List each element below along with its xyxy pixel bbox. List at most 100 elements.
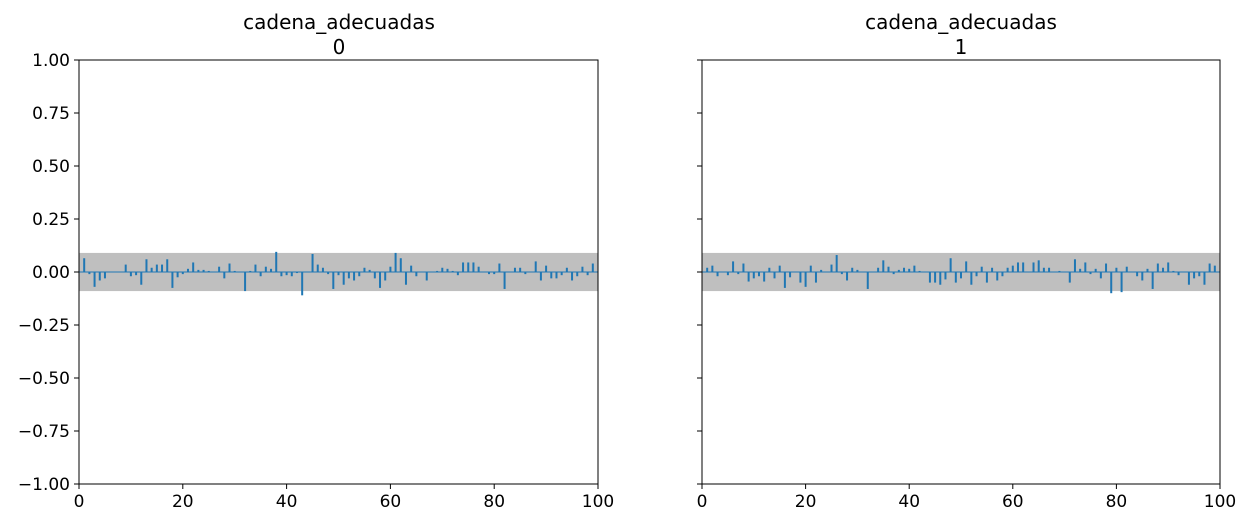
y-tick-label: 0.50 [32, 157, 70, 177]
acf-bar [814, 272, 817, 283]
acf-bar [928, 272, 931, 283]
acf-bar [451, 270, 454, 272]
acf-bar [721, 272, 724, 273]
acf-bar [368, 269, 371, 272]
acf-bar [534, 261, 537, 272]
panel-title: cadena_adecuadas [865, 10, 1057, 34]
acf-bar [327, 272, 330, 275]
acf-bar [1167, 262, 1170, 272]
acf-bar [332, 272, 335, 289]
acf-bar [337, 272, 340, 276]
acf-bar [871, 272, 874, 273]
acf-bar [124, 264, 127, 272]
x-tick-label: 60 [1002, 492, 1024, 512]
acf-bar [539, 272, 542, 281]
acf-bar [980, 266, 983, 272]
acf-bar [799, 272, 802, 283]
acf-bar [197, 269, 200, 272]
acf-bar [488, 272, 491, 275]
acf-bar [1105, 263, 1108, 272]
acf-bar [1146, 268, 1149, 272]
acf-bar [939, 272, 942, 285]
acf-bar [321, 267, 324, 272]
acf-bar [129, 272, 132, 277]
acf-bar [591, 263, 594, 272]
acf-bar [835, 255, 838, 272]
panel-subtitle: 1 [955, 35, 968, 59]
acf-bar [913, 265, 916, 272]
x-tick-label: 20 [172, 492, 194, 512]
acf-bar [244, 272, 247, 292]
acf-bar [347, 272, 350, 279]
x-tick-label: 80 [1106, 492, 1128, 512]
acf-bar [472, 262, 475, 272]
acf-bar [944, 272, 947, 280]
acf-bar [1203, 272, 1206, 285]
acf-bar [1151, 272, 1154, 289]
acf-bar [1156, 263, 1159, 272]
acf-bar [560, 272, 563, 276]
acf-panel-chain-1: cadena_adecuadas 1 0 20 40 60 80 100 [697, 10, 1237, 512]
acf-bar [415, 272, 418, 277]
acf-bar [825, 272, 828, 273]
x-tick-label: 40 [898, 492, 920, 512]
acf-bar [254, 264, 257, 272]
acf-bar [840, 272, 843, 275]
acf-bar [519, 267, 522, 272]
acf-bar [410, 265, 413, 272]
acf-bar [1099, 272, 1102, 279]
acf-bar [1001, 272, 1004, 277]
acf-bar [524, 272, 527, 275]
acf-bar [726, 272, 729, 276]
acf-bar [1011, 265, 1014, 272]
acf-bar [846, 272, 849, 281]
acf-bar [737, 272, 740, 275]
acf-bar [778, 265, 781, 272]
y-axis: 1.00 0.75 0.50 0.25 0.00 −0.25 −0.50 −0.75 −1.00 [18, 51, 79, 495]
acf-bar [861, 272, 864, 273]
acf-bar [155, 264, 158, 272]
acf-bar [1073, 259, 1076, 272]
acf-bar [1037, 260, 1040, 272]
acf-bar [503, 272, 506, 289]
acf-bar [768, 267, 771, 272]
acf-bar [732, 261, 735, 272]
acf-bar [83, 258, 86, 272]
acf-bar [394, 252, 397, 272]
acf-bar [430, 272, 433, 273]
y-tick-label: −0.25 [18, 316, 70, 336]
acf-bar [565, 267, 568, 272]
acf-bar [1053, 272, 1056, 273]
acf-bar [1136, 272, 1139, 277]
acf-bar [98, 272, 101, 281]
acf-bar [851, 267, 854, 272]
acf-bar [794, 272, 797, 273]
acf-bar [1006, 267, 1009, 272]
acf-bar [550, 272, 553, 279]
x-tick-label: 100 [1204, 492, 1236, 512]
acf-bar [529, 272, 532, 273]
y-tick-label: 0.75 [32, 104, 70, 124]
acf-bar [571, 272, 574, 281]
acf-bar [462, 262, 465, 272]
x-tick-label: 0 [697, 492, 708, 512]
acf-bar [218, 266, 221, 272]
acf-bar [295, 272, 298, 274]
acf-bar [202, 269, 205, 272]
y-axis [697, 59, 702, 485]
y-tick-label: −0.75 [18, 422, 70, 442]
acf-bar [1193, 272, 1196, 279]
acf-bar [1089, 272, 1092, 275]
acf-bar [114, 272, 117, 273]
acf-bar [892, 272, 895, 275]
acf-bar [145, 259, 148, 272]
acf-bar [233, 270, 236, 272]
acf-bar [991, 267, 994, 272]
acf-bar [135, 272, 138, 276]
acf-bar [436, 270, 439, 272]
acf-bar [975, 272, 978, 277]
acf-bar [773, 272, 776, 279]
acf-bar [856, 269, 859, 272]
acf-bar [301, 272, 304, 296]
